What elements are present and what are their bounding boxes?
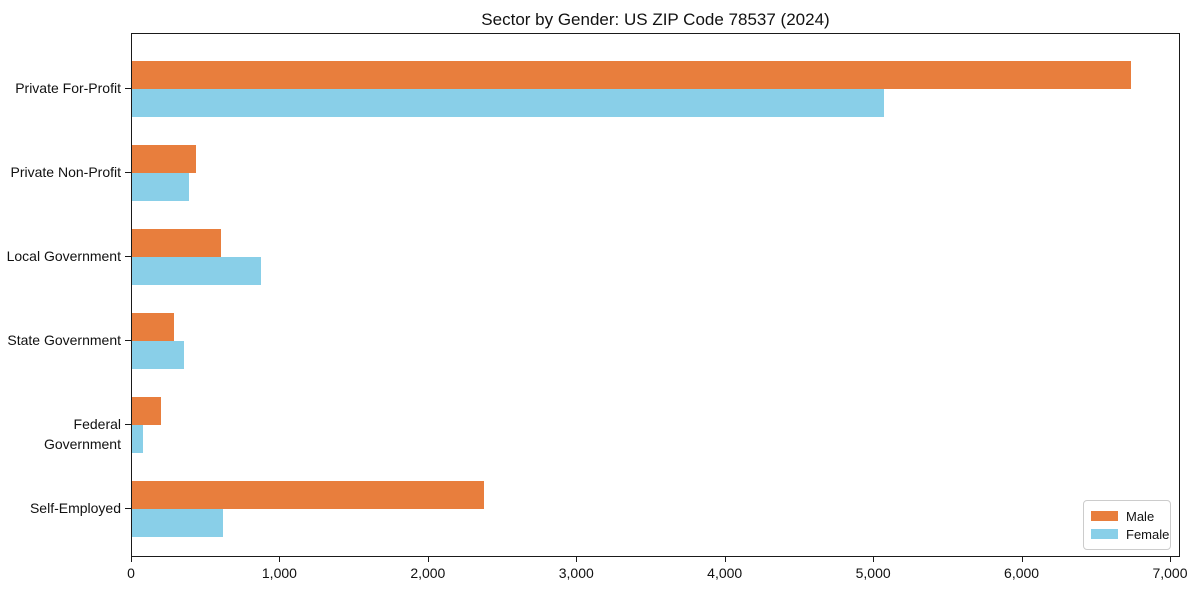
x-tick-mark [873,557,875,562]
x-tick-label-1-000: 1,000 [261,565,297,581]
x-tick-mark [1021,557,1023,562]
bar-private-non-profit-male [132,145,196,173]
bar-self-employed-female [132,509,223,537]
x-tick-label-7-000: 7,000 [1152,565,1188,581]
bar-private-for-profit-female [132,89,884,117]
bar-state-government-female [132,341,184,369]
x-tick-mark [131,557,132,562]
y-tick-mark [125,508,131,509]
y-tick-label-private-non-profit: Private Non-Profit [10,164,121,180]
x-tick-mark [279,557,281,562]
x-tick-mark [1170,557,1171,562]
x-tick-mark [576,557,578,562]
bar-federal-government-male [132,397,161,425]
y-tick-mark [125,172,131,173]
bar-private-non-profit-female [132,173,189,201]
legend-item-male: Male [1091,507,1162,525]
chart-legend: Male Female [1083,500,1171,550]
y-tick-mark [125,256,131,257]
bar-local-government-female [132,257,261,285]
x-tick-mark [724,557,726,562]
legend-item-female: Female [1091,525,1169,543]
y-tick-mark [125,340,131,341]
bar-local-government-male [132,229,221,257]
bar-state-government-male [132,313,174,341]
x-tick-label-3-000: 3,000 [558,565,594,581]
chart-title: Sector by Gender: US ZIP Code 78537 (202… [481,10,830,29]
legend-swatch-female [1091,529,1118,539]
legend-label-female: Female [1126,526,1170,542]
bar-self-employed-male [132,481,484,509]
y-tick-label-local-government: Local Government [6,248,121,264]
y-tick-label-state-government: State Government [7,332,121,348]
x-tick-label-2-000: 2,000 [410,565,446,581]
bar-private-for-profit-male [132,61,1131,89]
x-tick-label-5-000: 5,000 [855,565,891,581]
y-tick-mark [125,424,131,425]
legend-label-male: Male [1126,508,1155,524]
y-tick-mark [125,88,131,89]
x-tick-label-4-000: 4,000 [707,565,743,581]
plot-area: Male Female [131,33,1180,557]
x-tick-mark [427,557,429,562]
legend-swatch-male [1091,511,1118,521]
y-tick-label-private-for-profit: Private For-Profit [15,80,121,96]
y-tick-label-self-employed: Self-Employed [29,500,121,516]
y-tick-label-federal-government: Federal Government [43,416,121,452]
bar-federal-government-female [132,425,143,453]
x-tick-label-0: 0 [127,565,135,581]
x-tick-label-6-000: 6,000 [1004,565,1040,581]
